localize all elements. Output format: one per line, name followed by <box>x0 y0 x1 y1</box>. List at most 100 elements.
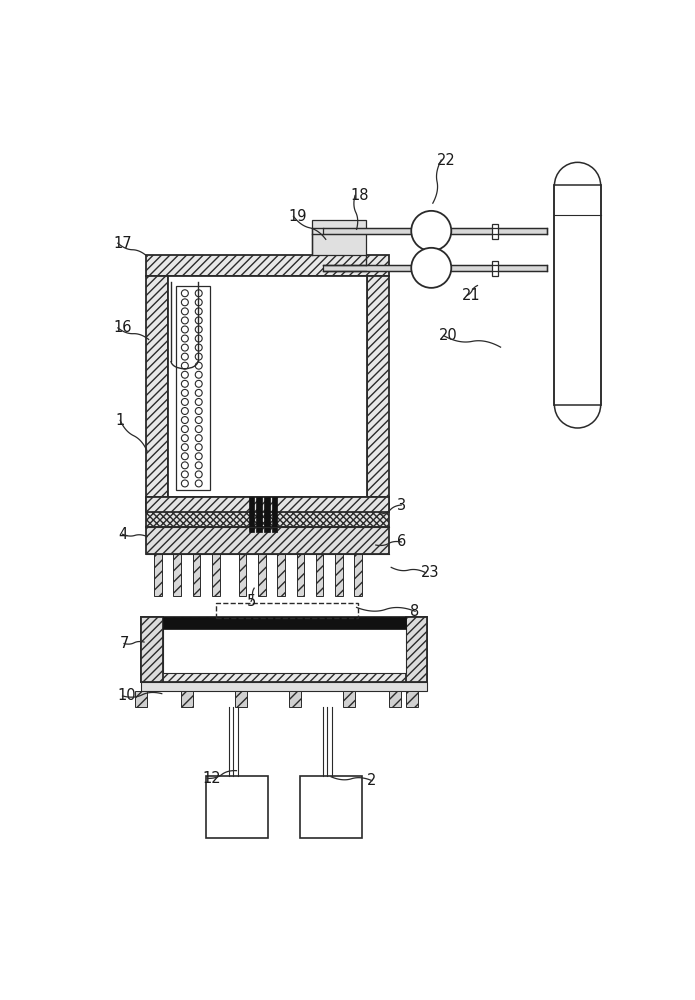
Circle shape <box>195 353 202 360</box>
Circle shape <box>411 211 451 251</box>
Circle shape <box>181 344 188 351</box>
Circle shape <box>195 398 202 405</box>
Bar <box>141 682 427 691</box>
Circle shape <box>195 408 202 414</box>
Text: 16: 16 <box>113 320 132 335</box>
Bar <box>256 497 262 532</box>
Circle shape <box>181 444 188 451</box>
Text: 22: 22 <box>436 153 455 168</box>
Text: 8: 8 <box>411 604 420 619</box>
Circle shape <box>181 380 188 387</box>
Circle shape <box>195 308 202 315</box>
Bar <box>141 617 427 682</box>
Circle shape <box>195 371 202 378</box>
Bar <box>312 220 366 255</box>
Bar <box>193 554 200 596</box>
Bar <box>176 286 211 490</box>
Circle shape <box>181 290 188 297</box>
Circle shape <box>181 371 188 378</box>
Bar <box>264 497 270 532</box>
Circle shape <box>195 299 202 306</box>
Bar <box>147 255 389 276</box>
Bar <box>141 617 163 682</box>
Circle shape <box>195 326 202 333</box>
Bar <box>163 617 406 629</box>
Bar <box>555 185 600 405</box>
Circle shape <box>195 317 202 324</box>
Circle shape <box>181 362 188 369</box>
Bar <box>389 691 401 707</box>
Circle shape <box>181 353 188 360</box>
Bar <box>154 554 162 596</box>
Text: 3: 3 <box>397 497 406 512</box>
Circle shape <box>195 417 202 424</box>
Text: 20: 20 <box>439 328 458 343</box>
Circle shape <box>195 426 202 433</box>
Text: 23: 23 <box>421 565 440 580</box>
Bar <box>258 554 265 596</box>
Bar <box>316 554 323 596</box>
Bar <box>239 554 247 596</box>
Circle shape <box>181 299 188 306</box>
Bar <box>406 617 427 682</box>
Bar <box>206 776 268 838</box>
Circle shape <box>195 471 202 478</box>
Circle shape <box>181 389 188 396</box>
Bar <box>368 276 389 497</box>
Circle shape <box>195 453 202 460</box>
Bar <box>300 776 362 838</box>
Circle shape <box>195 389 202 396</box>
Text: 2: 2 <box>368 773 377 788</box>
Bar <box>212 554 220 596</box>
Bar <box>406 691 418 707</box>
Text: 12: 12 <box>202 771 221 786</box>
Bar <box>343 691 355 707</box>
Bar <box>297 554 304 596</box>
Circle shape <box>195 344 202 351</box>
Bar <box>323 228 547 234</box>
Bar <box>249 497 254 532</box>
Bar <box>323 265 547 271</box>
Circle shape <box>181 335 188 342</box>
Bar <box>147 497 389 512</box>
Circle shape <box>195 362 202 369</box>
Bar <box>147 527 389 554</box>
Bar <box>135 691 147 707</box>
Circle shape <box>181 308 188 315</box>
Circle shape <box>181 435 188 442</box>
Circle shape <box>195 444 202 451</box>
Bar <box>492 224 498 239</box>
Circle shape <box>195 335 202 342</box>
Bar <box>492 261 498 276</box>
Bar <box>335 554 343 596</box>
Bar <box>147 276 168 497</box>
Bar <box>354 554 362 596</box>
Bar <box>289 691 301 707</box>
Bar <box>147 497 389 527</box>
Circle shape <box>181 417 188 424</box>
Circle shape <box>181 480 188 487</box>
Bar <box>173 554 181 596</box>
Text: 19: 19 <box>289 209 307 224</box>
Circle shape <box>181 471 188 478</box>
Bar <box>215 603 358 618</box>
Text: 6: 6 <box>397 534 406 549</box>
Bar <box>181 691 193 707</box>
Circle shape <box>181 326 188 333</box>
Circle shape <box>411 248 451 288</box>
Bar <box>272 497 277 532</box>
Text: 4: 4 <box>118 527 127 542</box>
Circle shape <box>195 480 202 487</box>
Circle shape <box>181 317 188 324</box>
Text: 7: 7 <box>120 636 129 651</box>
Circle shape <box>195 380 202 387</box>
Text: 10: 10 <box>118 688 136 703</box>
Text: 18: 18 <box>350 188 369 203</box>
Circle shape <box>195 462 202 469</box>
Bar <box>235 691 247 707</box>
Bar <box>163 627 406 673</box>
Circle shape <box>181 408 188 414</box>
Circle shape <box>195 290 202 297</box>
Circle shape <box>181 426 188 433</box>
Text: 17: 17 <box>113 236 132 251</box>
